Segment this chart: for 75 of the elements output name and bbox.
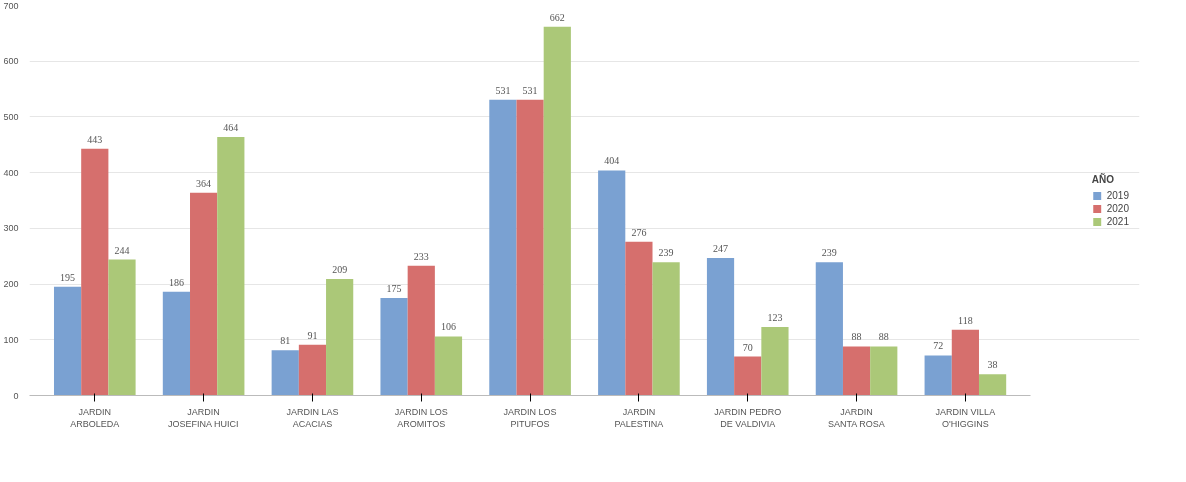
x-tick-label: JARDIN PEDRO DE VALDIVIA (714, 406, 782, 429)
bar (924, 355, 952, 396)
data-label: 531 (522, 84, 538, 96)
bar (625, 241, 653, 396)
data-label: 233 (413, 250, 429, 262)
bar (978, 374, 1007, 396)
x-tick-label: JARDIN PALESTINA (614, 406, 664, 429)
data-label: 186 (168, 276, 184, 288)
data-label: 81 (280, 335, 291, 347)
data-label: 239 (658, 247, 674, 259)
y-tick-label: 400 (3, 167, 19, 178)
legend-label: 2021 (1106, 215, 1129, 227)
legend-label: 2019 (1106, 189, 1129, 201)
bar (761, 326, 789, 396)
x-tick-label: JARDIN VILLA O'HIGGINS (935, 406, 996, 429)
data-label: 662 (549, 11, 565, 23)
legend-title: AÑO (1091, 173, 1115, 185)
bar (734, 356, 762, 396)
data-label: 195 (60, 271, 76, 283)
bar (815, 262, 843, 396)
bar (217, 136, 245, 396)
bar (706, 257, 735, 396)
bar (162, 291, 191, 396)
legend-label: 2020 (1106, 202, 1129, 214)
bar (326, 279, 354, 396)
bar (516, 99, 544, 396)
y-tick-label: 300 (3, 223, 19, 234)
x-tick-label: JARDIN LOS AROMITOS (394, 406, 448, 429)
x-tick-label: JARDIN LAS ACACIAS (286, 406, 339, 429)
data-label: 364 (196, 177, 212, 189)
x-tick-label: JARDIN ARBOLEDA (70, 406, 120, 429)
bar (380, 298, 408, 396)
data-label: 91 (307, 329, 318, 341)
data-label: 443 (87, 133, 103, 145)
data-label: 88 (878, 331, 889, 343)
bar (434, 336, 463, 396)
bar (407, 265, 435, 396)
y-tick-label: 500 (3, 111, 19, 122)
data-label: 123 (767, 311, 783, 323)
data-label: 175 (386, 283, 402, 294)
data-label: 72 (933, 340, 944, 352)
x-tick-label: JARDIN SANTA ROSA (827, 406, 885, 429)
data-label: 38 (987, 359, 998, 371)
bar (870, 346, 898, 396)
data-label: 247 (713, 242, 729, 254)
data-label: 70 (742, 341, 753, 353)
bar (108, 259, 136, 396)
data-label: 106 (440, 321, 456, 333)
bar (598, 170, 626, 396)
data-label: 88 (851, 331, 862, 343)
y-tick-label: 700 (3, 0, 19, 11)
data-label: 239 (821, 247, 837, 259)
x-tick-label: JARDIN LOS PITUFOS (503, 406, 557, 429)
bar (652, 262, 680, 396)
y-tick-label: 0 (13, 390, 19, 401)
bar (951, 329, 979, 396)
data-label: 531 (495, 84, 511, 96)
data-label: 118 (958, 314, 973, 326)
data-label: 276 (631, 226, 647, 238)
bar (271, 350, 299, 396)
bar (842, 346, 871, 396)
data-label: 464 (223, 121, 239, 133)
bar (298, 344, 327, 396)
bar (81, 148, 109, 396)
y-tick-label: 100 (3, 334, 19, 345)
x-tick-label: JARDIN JOSEFINA HUICI (168, 406, 239, 429)
y-tick-label: 200 (3, 279, 19, 290)
bar (190, 192, 218, 396)
bar (53, 286, 82, 396)
y-tick-label: 600 (3, 56, 19, 67)
data-label: 209 (332, 264, 348, 276)
bar (489, 99, 517, 396)
data-label: 404 (604, 155, 620, 167)
data-label: 244 (114, 244, 130, 256)
bar (543, 26, 571, 396)
